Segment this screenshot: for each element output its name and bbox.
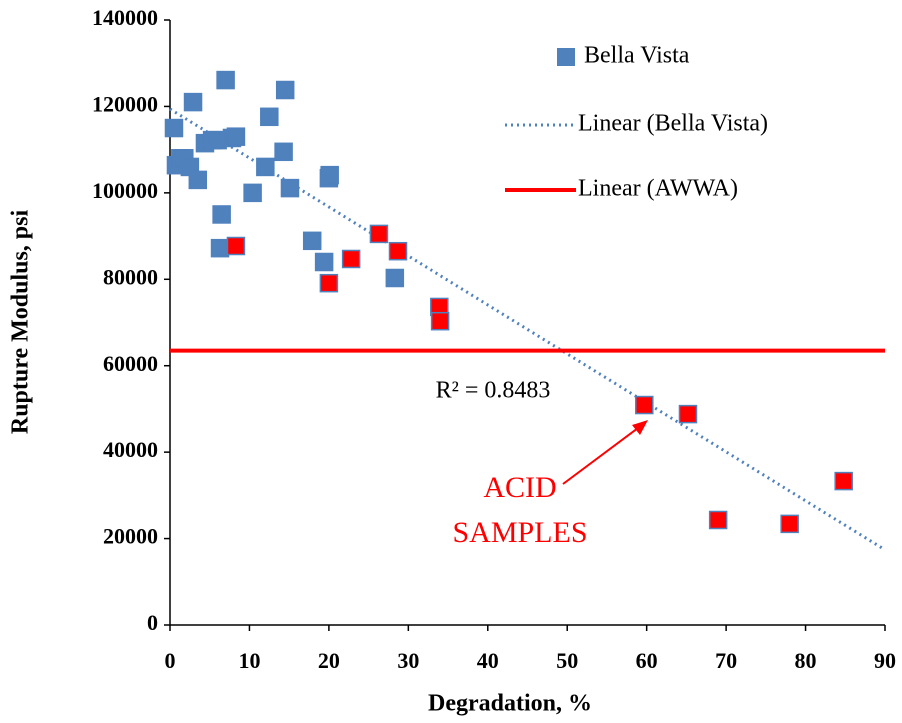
- data-point: [210, 238, 230, 258]
- x-tick-label: 70: [715, 648, 737, 673]
- x-tick-label: 10: [238, 648, 260, 673]
- y-tick-label: 20000: [103, 524, 158, 549]
- data-point: [226, 236, 246, 256]
- data-point: [708, 510, 728, 530]
- y-tick-label: 80000: [103, 264, 158, 289]
- data-point: [188, 170, 208, 190]
- data-point: [256, 157, 275, 177]
- x-tick-label: 30: [397, 648, 419, 673]
- x-tick-label: 20: [318, 648, 340, 673]
- data-point: [302, 231, 322, 251]
- annotation: SAMPLES: [452, 516, 587, 549]
- y-tick-label: 120000: [92, 91, 158, 116]
- x-tick-label: 80: [795, 648, 817, 673]
- data-point: [274, 142, 293, 162]
- legend-symbol: [557, 48, 575, 66]
- y-tick-label: 140000: [92, 5, 158, 30]
- annotation-arrow: [562, 427, 639, 485]
- data-point: [314, 252, 334, 272]
- data-point: [226, 127, 246, 146]
- data-point: [280, 178, 300, 198]
- data-point: [260, 107, 279, 127]
- x-tick-label: 90: [874, 648, 896, 673]
- data-point: [183, 92, 203, 112]
- data-point: [388, 241, 408, 261]
- data-point: [341, 249, 361, 269]
- legend-label: Bella Vista: [584, 43, 690, 69]
- data-point: [780, 514, 799, 534]
- data-point: [320, 165, 339, 185]
- data-point: [275, 80, 295, 100]
- annotation: ACID: [483, 471, 556, 504]
- data-point: [164, 118, 184, 138]
- legend-label: Linear (AWWA): [578, 176, 738, 202]
- x-tick-label: 50: [556, 648, 578, 673]
- legend-label: Linear (Bella Vista): [578, 111, 768, 137]
- data-point: [216, 70, 235, 90]
- data-point: [430, 311, 450, 331]
- data-point: [834, 471, 853, 491]
- y-tick-label: 0: [147, 610, 158, 635]
- data-point: [319, 273, 339, 293]
- x-tick-label: 60: [636, 648, 658, 673]
- annotation-arrowhead: [632, 420, 648, 435]
- data-point: [385, 268, 405, 288]
- y-tick-label: 100000: [92, 178, 158, 203]
- y-axis-title: Rupture Modulus, psi: [8, 210, 34, 435]
- x-tick-label: 0: [165, 648, 176, 673]
- data-point: [212, 205, 231, 224]
- x-axis-title: Degradation, %: [428, 691, 592, 717]
- y-tick-label: 60000: [103, 351, 158, 376]
- data-point: [635, 395, 654, 415]
- annotation: R² = 0.8483: [436, 378, 551, 404]
- data-point: [369, 224, 389, 244]
- y-tick-label: 40000: [103, 437, 158, 462]
- x-tick-label: 40: [477, 648, 499, 673]
- data-point: [678, 404, 698, 424]
- data-point: [243, 183, 262, 203]
